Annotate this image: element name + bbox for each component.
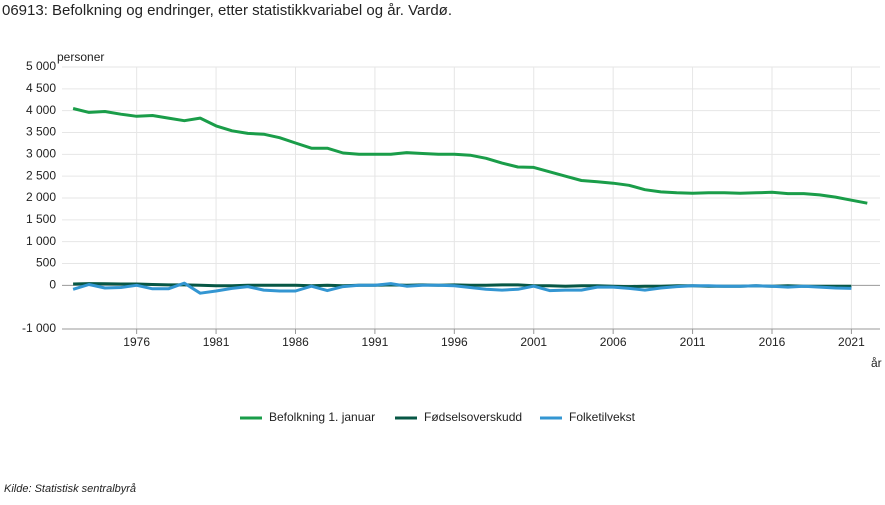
x-tick-label: 2006 xyxy=(600,335,627,349)
legend-label: Befolkning 1. januar xyxy=(269,410,375,424)
series-line xyxy=(72,107,868,205)
x-tick-label: 2011 xyxy=(680,335,706,349)
y-tick-label: 1 500 xyxy=(26,212,56,226)
x-tick-label: 2001 xyxy=(520,335,547,349)
y-tick-label: 3 000 xyxy=(26,147,56,161)
x-tick-label: 1991 xyxy=(362,335,389,349)
x-tick-label: 1976 xyxy=(123,335,150,349)
y-tick-label: 500 xyxy=(36,256,56,270)
x-tick-label: 2016 xyxy=(759,335,786,349)
x-tick-label: 2021 xyxy=(838,335,865,349)
y-tick-label: 0 xyxy=(49,278,56,292)
x-axis-label: år xyxy=(871,356,882,370)
x-tick-label: 1986 xyxy=(282,335,309,349)
y-tick-label: 2 500 xyxy=(26,168,56,182)
y-axis-label: personer xyxy=(57,50,104,64)
chart-title: 06913: Befolkning og endringer, etter st… xyxy=(2,2,452,19)
y-tick-label: 1 000 xyxy=(26,234,56,248)
y-tick-label: 5 000 xyxy=(26,59,56,73)
y-tick-label: 4 500 xyxy=(26,81,56,95)
source: Kilde: Statistisk sentralbyrå xyxy=(4,483,136,495)
y-tick-label: 4 000 xyxy=(26,103,56,117)
legend-label: Fødselsoverskudd xyxy=(424,410,522,424)
x-tick-label: 1981 xyxy=(203,335,230,349)
x-tick-label: 1996 xyxy=(441,335,468,349)
series-line xyxy=(72,281,852,295)
y-tick-label: 3 500 xyxy=(26,125,56,139)
legend-label: Folketilvekst xyxy=(569,410,636,424)
y-tick-label: -1 000 xyxy=(22,321,56,335)
y-tick-label: 2 000 xyxy=(26,190,56,204)
